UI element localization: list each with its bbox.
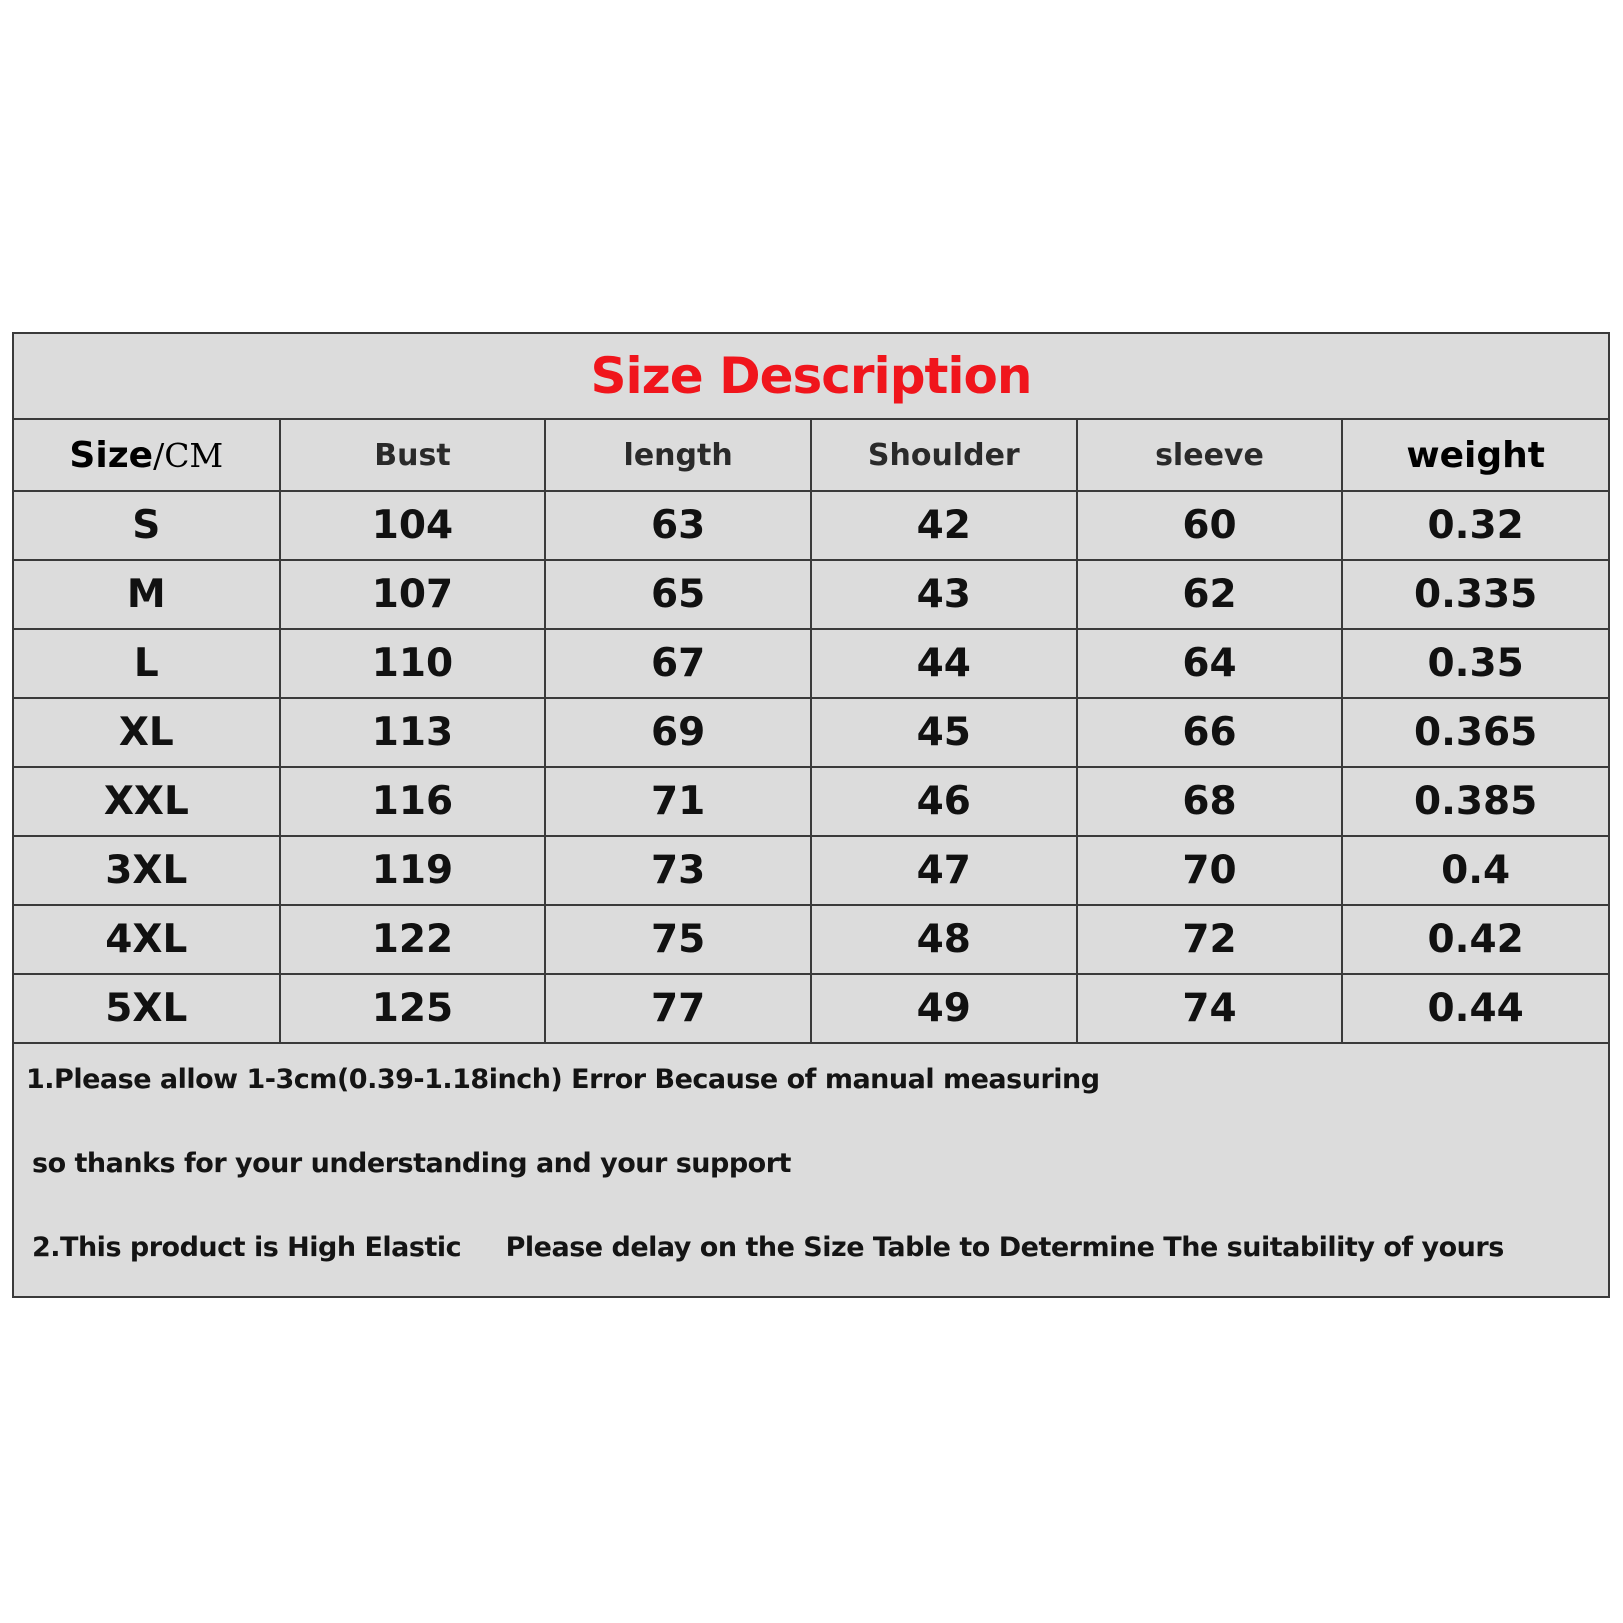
table-row: 5XL 125 77 49 74 0.44 bbox=[14, 974, 1608, 1044]
table-row: 4XL 122 75 48 72 0.42 bbox=[14, 905, 1608, 975]
header-size: Size/CM bbox=[14, 420, 281, 492]
cell-length: 75 bbox=[545, 905, 812, 975]
cell-sleeve: 70 bbox=[1076, 836, 1344, 906]
header-size-label: Size bbox=[69, 434, 154, 476]
cell-bust: 110 bbox=[279, 629, 547, 699]
cell-length: 71 bbox=[545, 767, 812, 837]
cell-weight: 0.385 bbox=[1342, 767, 1608, 837]
cell-bust: 116 bbox=[279, 767, 547, 837]
header-sleeve: sleeve bbox=[1076, 420, 1344, 492]
cell-sleeve: 60 bbox=[1076, 491, 1344, 561]
cell-shoulder: 45 bbox=[810, 698, 1078, 768]
header-size-separator: / bbox=[153, 435, 165, 475]
size-table: Size/CM Bust length Shoulder sleeve weig… bbox=[14, 420, 1608, 1044]
cell-size: XL bbox=[14, 698, 281, 768]
cell-weight: 0.35 bbox=[1342, 629, 1608, 699]
cell-bust: 122 bbox=[279, 905, 547, 975]
cell-bust: 107 bbox=[279, 560, 547, 630]
cell-length: 67 bbox=[545, 629, 812, 699]
cell-weight: 0.44 bbox=[1342, 974, 1608, 1044]
cell-length: 65 bbox=[545, 560, 812, 630]
cell-shoulder: 48 bbox=[810, 905, 1078, 975]
cell-size: 4XL bbox=[14, 905, 281, 975]
note-line-3: 2.This product is High Elastic Please de… bbox=[32, 1232, 1504, 1263]
cell-size: M bbox=[14, 560, 281, 630]
cell-sleeve: 66 bbox=[1076, 698, 1344, 768]
cell-sleeve: 74 bbox=[1076, 974, 1344, 1044]
cell-shoulder: 44 bbox=[810, 629, 1078, 699]
table-row: XXL 116 71 46 68 0.385 bbox=[14, 767, 1608, 837]
cell-shoulder: 46 bbox=[810, 767, 1078, 837]
header-size-unit: CM bbox=[164, 435, 224, 475]
cell-weight: 0.32 bbox=[1342, 491, 1608, 561]
table-row: S 104 63 42 60 0.32 bbox=[14, 491, 1608, 561]
cell-shoulder: 49 bbox=[810, 974, 1078, 1044]
cell-size: 3XL bbox=[14, 836, 281, 906]
cell-length: 73 bbox=[545, 836, 812, 906]
cell-weight: 0.365 bbox=[1342, 698, 1608, 768]
chart-title: Size Description bbox=[590, 347, 1033, 405]
cell-sleeve: 64 bbox=[1076, 629, 1344, 699]
table-row: XL 113 69 45 66 0.365 bbox=[14, 698, 1608, 768]
cell-sleeve: 62 bbox=[1076, 560, 1344, 630]
table-row: M 107 65 43 62 0.335 bbox=[14, 560, 1608, 630]
cell-bust: 119 bbox=[279, 836, 547, 906]
cell-weight: 0.42 bbox=[1342, 905, 1608, 975]
cell-size: S bbox=[14, 491, 281, 561]
header-length: length bbox=[545, 420, 812, 492]
cell-size: XXL bbox=[14, 767, 281, 837]
note-line-1: 1.Please allow 1-3cm(0.39-1.18inch) Erro… bbox=[26, 1064, 1100, 1095]
cell-bust: 104 bbox=[279, 491, 547, 561]
cell-shoulder: 42 bbox=[810, 491, 1078, 561]
cell-length: 69 bbox=[545, 698, 812, 768]
table-row: L 110 67 44 64 0.35 bbox=[14, 629, 1608, 699]
title-bar: Size Description bbox=[14, 334, 1608, 420]
cell-shoulder: 43 bbox=[810, 560, 1078, 630]
cell-sleeve: 68 bbox=[1076, 767, 1344, 837]
note-line-2: so thanks for your understanding and you… bbox=[32, 1148, 791, 1179]
table-row: 3XL 119 73 47 70 0.4 bbox=[14, 836, 1608, 906]
cell-length: 77 bbox=[545, 974, 812, 1044]
header-bust: Bust bbox=[279, 420, 547, 492]
cell-length: 63 bbox=[545, 491, 812, 561]
cell-bust: 125 bbox=[279, 974, 547, 1044]
cell-size: 5XL bbox=[14, 974, 281, 1044]
cell-size: L bbox=[14, 629, 281, 699]
size-chart: Size Description Size/CM Bust length Sho… bbox=[12, 332, 1610, 1298]
cell-sleeve: 72 bbox=[1076, 905, 1344, 975]
notes-section: 1.Please allow 1-3cm(0.39-1.18inch) Erro… bbox=[14, 1044, 1608, 1304]
cell-bust: 113 bbox=[279, 698, 547, 768]
cell-shoulder: 47 bbox=[810, 836, 1078, 906]
header-row: Size/CM Bust length Shoulder sleeve weig… bbox=[14, 420, 1608, 492]
cell-weight: 0.335 bbox=[1342, 560, 1608, 630]
header-weight: weight bbox=[1342, 420, 1608, 492]
cell-weight: 0.4 bbox=[1342, 836, 1608, 906]
header-shoulder: Shoulder bbox=[810, 420, 1078, 492]
